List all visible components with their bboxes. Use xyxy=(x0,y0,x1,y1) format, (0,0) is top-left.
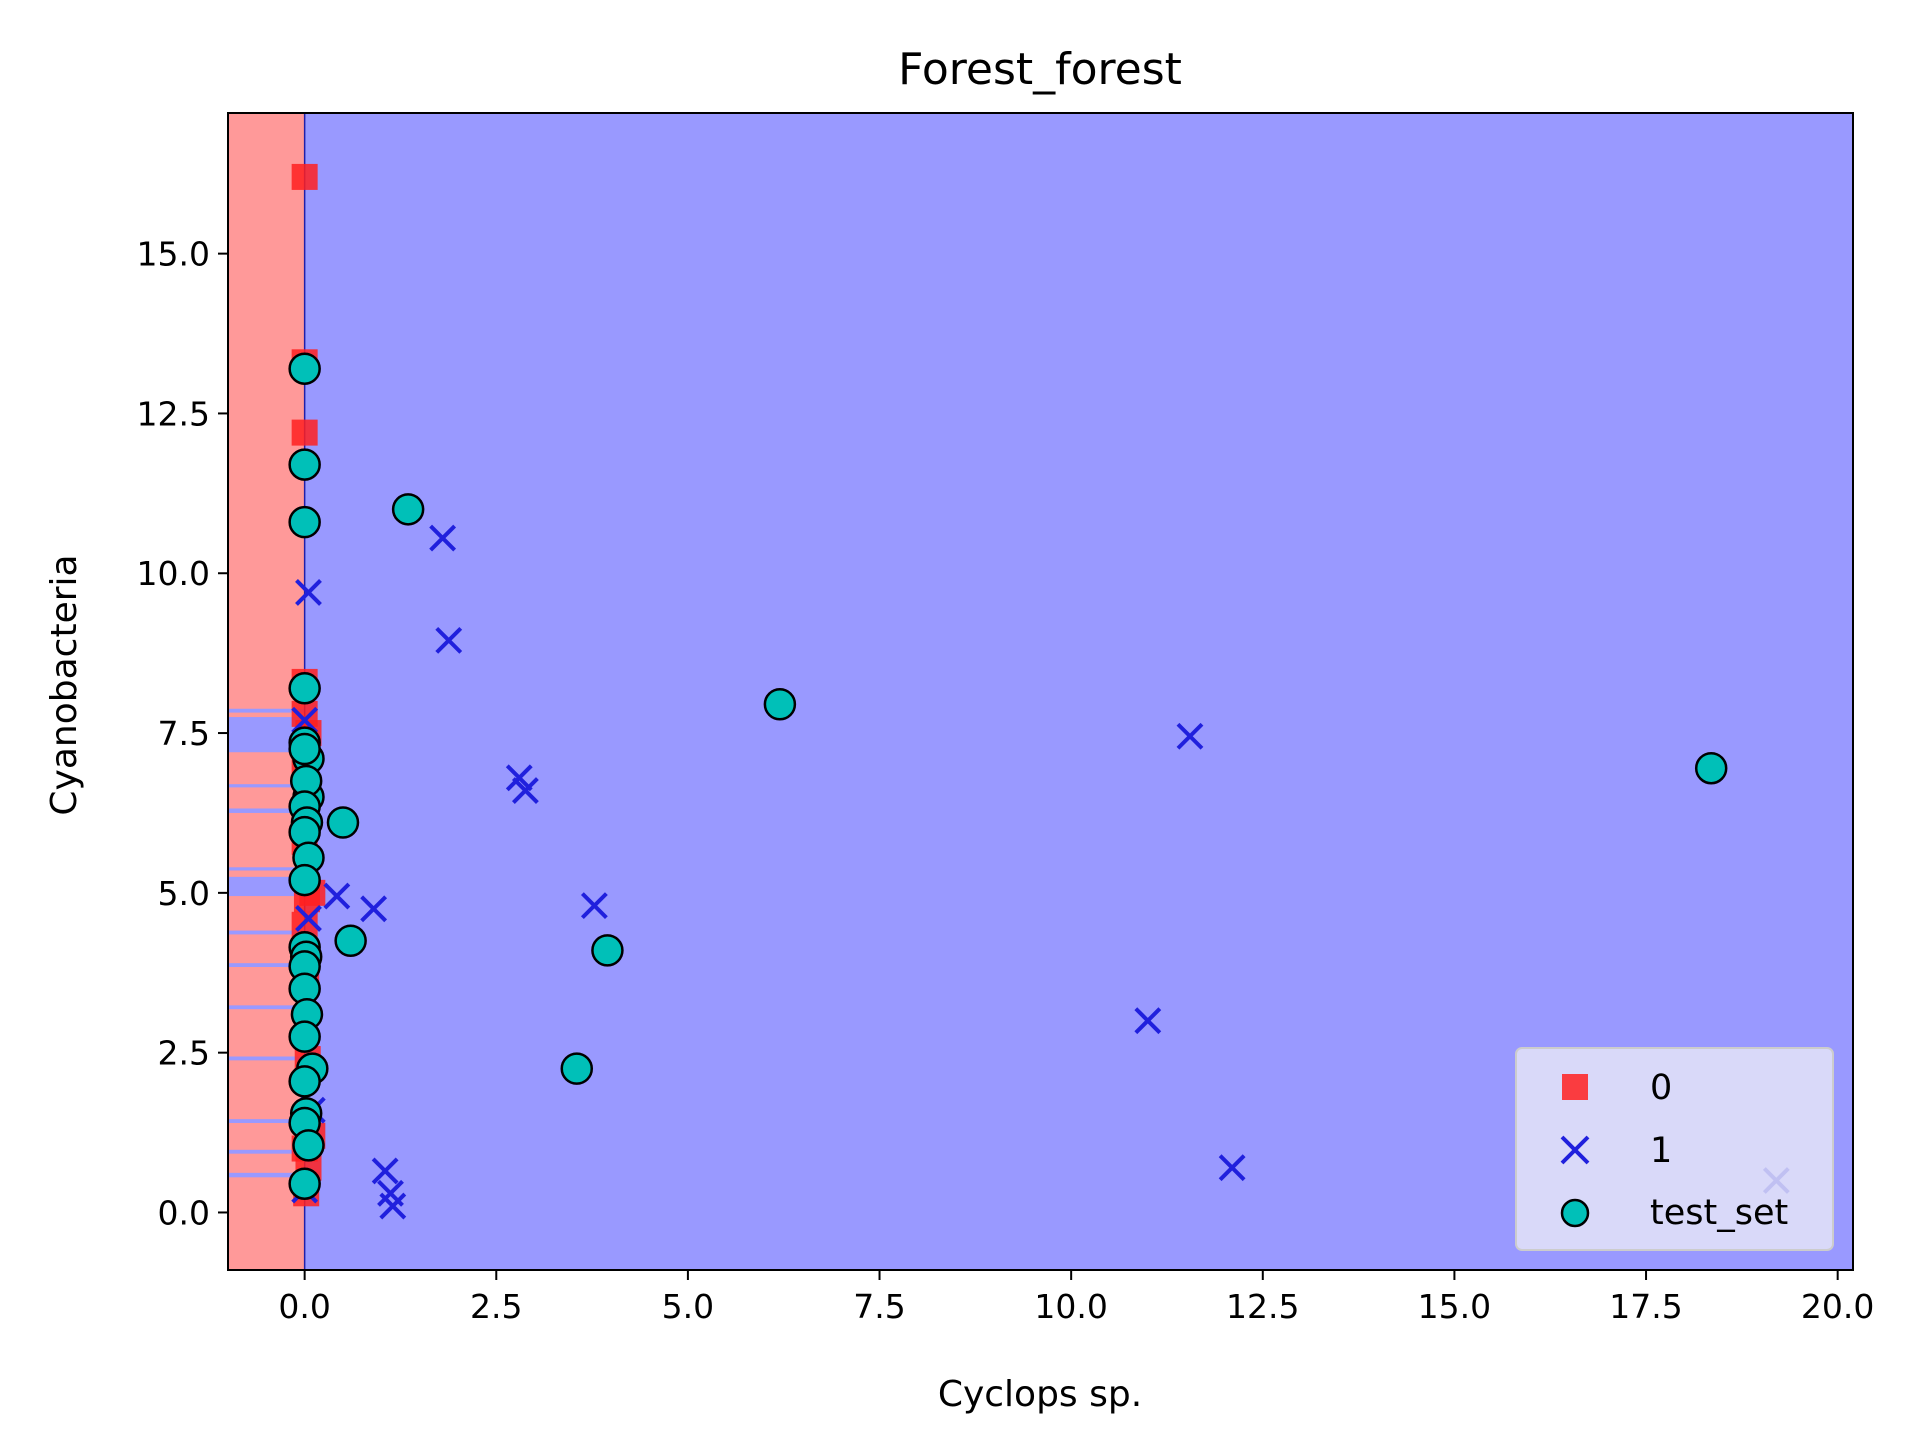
test-set-point xyxy=(560,1052,594,1085)
class-1-point xyxy=(291,706,319,734)
class-1-point xyxy=(360,895,388,923)
class-1-point-stroke xyxy=(323,882,351,910)
x-axis-label: Cyclops sp. xyxy=(938,1374,1142,1415)
class-1-point-stroke xyxy=(580,892,608,920)
class-1-point xyxy=(580,892,608,920)
y-tick-label: 2.5 xyxy=(158,1034,210,1073)
x-tick-label: 20.0 xyxy=(1801,1287,1874,1326)
x-tick-label: 5.0 xyxy=(662,1287,714,1326)
class-1-point xyxy=(295,579,322,606)
class-1-point-stroke xyxy=(1176,722,1204,750)
class-0-point xyxy=(291,419,318,446)
test-set-point xyxy=(288,1167,321,1200)
y-tick-label: 5.0 xyxy=(158,874,210,913)
class-1-point-stroke xyxy=(360,895,388,923)
region-band-class-1 xyxy=(228,708,305,713)
class-1-point xyxy=(505,764,533,792)
region-band-class-1 xyxy=(228,1056,305,1061)
test-set-point xyxy=(1694,751,1728,785)
class-1-point-stroke xyxy=(377,1179,404,1207)
test-set-point xyxy=(334,924,367,958)
legend-circle-marker xyxy=(1560,1198,1590,1228)
legend-label-test-set: test_set xyxy=(1650,1193,1788,1233)
class-1-point xyxy=(429,524,457,552)
legend: 0 1 test_set xyxy=(1515,1047,1834,1251)
class-1-point-stroke xyxy=(379,1192,407,1220)
y-tick-label: 7.5 xyxy=(158,714,210,753)
class-1-point-stroke xyxy=(435,626,463,654)
class-1-point-stroke xyxy=(1218,1154,1246,1182)
x-tick-label: 7.5 xyxy=(853,1287,905,1326)
test-set-point xyxy=(288,1065,321,1098)
class-1-point xyxy=(1218,1154,1246,1182)
legend-label-1: 1 xyxy=(1650,1131,1672,1171)
x-axis-ticks: 0.0 2.5 5.0 7.5 10.0 12.5 15.0 17.5 20.0 xyxy=(278,1270,1874,1326)
region-band-class-1 xyxy=(228,1172,305,1178)
y-tick-label: 0.0 xyxy=(158,1193,210,1232)
region-band-class-1 xyxy=(228,963,305,968)
series-test-set xyxy=(288,352,1728,1200)
region-band-class-1 xyxy=(228,784,305,788)
x-tick-label: 2.5 xyxy=(470,1287,522,1326)
class-1-point xyxy=(379,1192,407,1220)
region-band-class-1 xyxy=(228,876,305,897)
legend-label-0: 0 xyxy=(1650,1068,1672,1108)
y-axis-label: Cyanobacteria xyxy=(44,554,85,815)
x-tick-label: 0.0 xyxy=(278,1287,330,1326)
class-1-point-stroke xyxy=(511,777,539,804)
class-1-point xyxy=(323,882,351,910)
class-1-point-stroke xyxy=(1134,1007,1162,1035)
class-1-point-stroke xyxy=(371,1157,399,1185)
class-1-point xyxy=(371,1157,399,1185)
class-1-point xyxy=(1134,1007,1162,1035)
chart-title: Forest_forest xyxy=(898,44,1182,95)
region-band-class-1 xyxy=(228,1119,305,1123)
x-tick-label: 12.5 xyxy=(1226,1287,1299,1326)
region-band-class-1 xyxy=(228,930,305,935)
y-tick-label: 12.5 xyxy=(137,394,210,433)
region-band-class-1 xyxy=(228,867,305,871)
legend-square-marker xyxy=(1562,1074,1588,1100)
test-set-point xyxy=(288,352,321,385)
class-1-point-stroke xyxy=(505,764,533,792)
class-1-point-stroke xyxy=(291,706,319,734)
class-1-point xyxy=(435,626,463,654)
test-set-point xyxy=(391,493,425,526)
region-band-class-1 xyxy=(228,1149,305,1154)
plot-frame xyxy=(227,112,1854,1271)
test-set-point xyxy=(288,1020,321,1053)
legend-x-marker xyxy=(1560,1135,1590,1165)
x-tick-label: 17.5 xyxy=(1609,1287,1682,1326)
test-set-point xyxy=(591,934,624,967)
x-tick-label: 10.0 xyxy=(1034,1287,1107,1326)
test-set-point xyxy=(763,688,797,721)
y-tick-label: 15.0 xyxy=(137,235,210,274)
test-set-point xyxy=(326,806,360,839)
class-0-point xyxy=(291,163,318,190)
class-1-point-stroke xyxy=(295,579,322,606)
region-band-class-1 xyxy=(228,1005,305,1010)
legend-box xyxy=(1515,1047,1834,1251)
test-set-point xyxy=(288,732,321,766)
test-set-point xyxy=(288,863,321,897)
class-1-point-stroke xyxy=(295,905,322,932)
class-1-point xyxy=(511,777,539,804)
region-band-class-1 xyxy=(228,808,305,813)
test-set-point xyxy=(288,448,321,481)
test-set-point xyxy=(288,672,321,705)
class-1-point-stroke xyxy=(429,524,457,552)
test-set-point xyxy=(288,505,321,539)
y-tick-label: 10.0 xyxy=(137,554,210,593)
y-axis-ticks: 0.0 2.5 5.0 7.5 10.0 12.5 15.0 xyxy=(137,235,228,1232)
class-1-point xyxy=(1176,722,1204,750)
test-set-point xyxy=(292,1129,325,1162)
x-tick-label: 15.0 xyxy=(1418,1287,1491,1326)
class-1-point xyxy=(295,905,322,932)
